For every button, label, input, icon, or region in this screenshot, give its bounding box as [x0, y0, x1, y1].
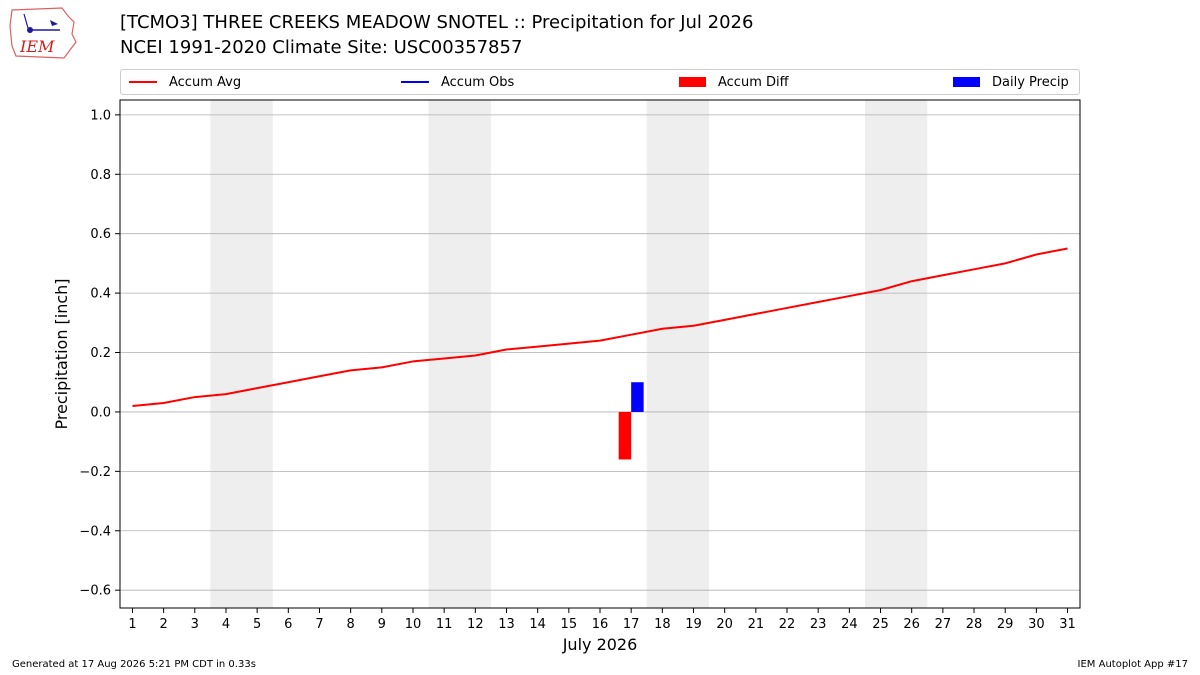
y-axis-label: Precipitation [inch] — [52, 278, 71, 429]
x-tick-label: 9 — [378, 617, 386, 632]
bar-accum-diff — [618, 411, 632, 460]
chart-subtitle: NCEI 1991-2020 Climate Site: USC00357857 — [120, 37, 523, 58]
x-tick-label: 11 — [436, 617, 453, 632]
x-tick-label: 19 — [685, 617, 702, 632]
x-tick-label: 17 — [623, 617, 640, 632]
x-tick-label: 28 — [966, 617, 983, 632]
iowa-outline — [9, 7, 77, 59]
x-tick-label: 23 — [810, 617, 827, 632]
x-tick-label: 2 — [159, 617, 167, 632]
x-tick-label: 18 — [654, 617, 671, 632]
legend-item-accum-avg: Accum Avg — [129, 73, 241, 91]
y-tick-label: 0.4 — [90, 287, 111, 302]
footer-app: IEM Autoplot App #17 — [1077, 659, 1188, 670]
legend-label-accum-avg: Accum Avg — [169, 74, 242, 90]
x-axis-label: July 2026 — [562, 635, 638, 654]
y-tick-label: −0.4 — [79, 524, 111, 539]
bar-daily-precip — [631, 382, 644, 412]
series-lines — [132, 247, 1068, 407]
y-tick-label: 0.6 — [90, 227, 111, 242]
x-tick-label: 5 — [253, 617, 261, 632]
x-tick-label: 1 — [128, 617, 136, 632]
legend-label-daily-precip: Daily Precip — [992, 74, 1069, 90]
iem-logo: IEM — [9, 7, 77, 59]
x-tick-label: 12 — [467, 617, 484, 632]
x-tick-label: 20 — [716, 617, 733, 632]
legend-item-accum-diff: Accum Diff — [679, 73, 789, 91]
x-tick-label: 31 — [1059, 617, 1076, 632]
x-tick-label: 30 — [1028, 617, 1045, 632]
x-tick-label: 10 — [405, 617, 422, 632]
series-line-accum-avg — [132, 247, 1068, 407]
x-tick-label: 13 — [498, 617, 515, 632]
legend-label-accum-diff: Accum Diff — [718, 74, 789, 90]
y-tick-label: 0.8 — [90, 168, 111, 183]
legend: Accum Avg Accum Obs Accum Diff Daily Pre… — [120, 69, 1080, 95]
legend-swatch-accum-diff — [679, 77, 706, 87]
x-tick-label: 8 — [347, 617, 355, 632]
legend-swatch-daily-precip — [953, 77, 980, 87]
legend-item-accum-obs: Accum Obs — [401, 73, 514, 91]
x-tick-label: 4 — [222, 617, 230, 632]
x-tick-label: 14 — [529, 617, 546, 632]
legend-label-accum-obs: Accum Obs — [441, 74, 515, 90]
x-axis: 1 2 3 4 5 6 7 8 9 10 11 12 13 14 15 16 17 18 19 20 21 22 23 24 2… — [128, 608, 1076, 632]
x-tick-label: 3 — [191, 617, 199, 632]
x-tick-label: 15 — [561, 617, 578, 632]
weekend-band-2 — [646, 100, 710, 608]
chart-title: [TCMO3] THREE CREEKS MEADOW SNOTEL :: Pr… — [120, 12, 754, 33]
x-tick-label: 25 — [872, 617, 889, 632]
x-tick-label: 27 — [935, 617, 952, 632]
y-axis: −0.6 −0.4 −0.2 0.0 0.2 0.4 0.6 0.8 1.0 — [79, 108, 120, 599]
y-tick-label: −0.2 — [79, 465, 111, 480]
x-tick-label: 29 — [997, 617, 1014, 632]
logo-text: IEM — [19, 37, 55, 56]
y-tick-label: −0.6 — [79, 584, 111, 599]
weekend-band-0 — [210, 100, 273, 608]
weekend-bands — [210, 100, 928, 608]
legend-swatch-accum-avg — [129, 81, 157, 83]
y-tick-label: 0.2 — [90, 346, 111, 361]
x-tick-label: 7 — [315, 617, 323, 632]
legend-swatch-accum-obs — [401, 81, 429, 83]
y-tick-label: 1.0 — [90, 108, 111, 123]
y-tick-label: 0.0 — [90, 405, 111, 420]
x-tick-label: 22 — [779, 617, 796, 632]
bar-marks — [618, 382, 644, 460]
x-tick-label: 26 — [903, 617, 920, 632]
weekend-band-3 — [864, 100, 928, 608]
x-tick-label: 16 — [592, 617, 609, 632]
x-tick-label: 21 — [748, 617, 765, 632]
x-tick-label: 24 — [841, 617, 858, 632]
x-tick-label: 6 — [284, 617, 292, 632]
footer-generated: Generated at 17 Aug 2026 5:21 PM CDT in … — [12, 659, 256, 670]
legend-item-daily-precip: Daily Precip — [953, 73, 1069, 91]
grid-lines — [120, 114, 1080, 591]
